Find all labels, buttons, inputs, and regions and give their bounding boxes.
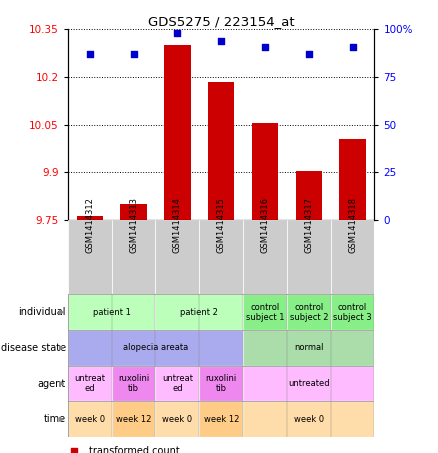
Text: agent: agent <box>38 379 66 389</box>
Text: GSM1414317: GSM1414317 <box>304 198 313 253</box>
Text: untreat
ed: untreat ed <box>162 374 193 393</box>
Bar <box>287 220 331 294</box>
Bar <box>208 82 234 220</box>
Bar <box>243 294 287 330</box>
Point <box>305 51 312 58</box>
Bar <box>155 366 199 401</box>
Bar <box>243 220 287 294</box>
Text: untreat
ed: untreat ed <box>74 374 105 393</box>
Bar <box>199 366 243 401</box>
Bar <box>112 401 155 437</box>
Bar <box>68 366 112 401</box>
Bar <box>331 294 374 330</box>
Bar <box>68 401 112 437</box>
Text: transformed count: transformed count <box>89 446 180 453</box>
Text: GSM1414318: GSM1414318 <box>348 198 357 253</box>
Title: GDS5275 / 223154_at: GDS5275 / 223154_at <box>148 15 294 28</box>
Bar <box>77 216 103 220</box>
Text: ruxolini
tib: ruxolini tib <box>205 374 237 393</box>
Bar <box>243 401 374 437</box>
Text: control
subject 2: control subject 2 <box>290 303 328 322</box>
Point <box>218 37 225 44</box>
Text: week 0: week 0 <box>162 415 192 424</box>
Bar <box>243 330 374 366</box>
Text: untreated: untreated <box>288 379 330 388</box>
Text: GSM1414315: GSM1414315 <box>217 198 226 253</box>
Point <box>86 51 93 58</box>
Bar <box>296 171 322 220</box>
Text: GSM1414314: GSM1414314 <box>173 198 182 253</box>
Text: ruxolini
tib: ruxolini tib <box>118 374 149 393</box>
Bar <box>68 220 112 294</box>
Text: control
subject 3: control subject 3 <box>333 303 372 322</box>
Bar <box>120 204 147 220</box>
Text: control
subject 1: control subject 1 <box>246 303 284 322</box>
Bar <box>155 220 199 294</box>
Text: patient 1: patient 1 <box>93 308 131 317</box>
Bar <box>243 366 374 401</box>
Text: week 0: week 0 <box>294 415 324 424</box>
Text: normal: normal <box>294 343 324 352</box>
Text: GSM1414313: GSM1414313 <box>129 198 138 253</box>
Bar <box>287 294 331 330</box>
Bar <box>339 139 366 220</box>
Bar <box>199 220 243 294</box>
Bar <box>252 123 278 220</box>
Text: week 12: week 12 <box>204 415 239 424</box>
Text: week 0: week 0 <box>75 415 105 424</box>
Bar <box>155 294 243 330</box>
Text: disease state: disease state <box>0 343 66 353</box>
Bar <box>68 330 243 366</box>
Text: individual: individual <box>18 307 66 317</box>
Bar <box>199 401 243 437</box>
Bar <box>331 220 374 294</box>
Text: patient 2: patient 2 <box>180 308 218 317</box>
Text: GSM1414312: GSM1414312 <box>85 198 94 253</box>
Bar <box>155 401 199 437</box>
Text: time: time <box>43 414 66 424</box>
Point <box>174 29 181 37</box>
Point <box>130 51 137 58</box>
Point <box>261 43 268 50</box>
Bar <box>112 366 155 401</box>
Text: alopecia areata: alopecia areata <box>123 343 188 352</box>
Point <box>71 447 78 453</box>
Text: week 12: week 12 <box>116 415 151 424</box>
Bar <box>164 45 191 220</box>
Bar <box>112 220 155 294</box>
Point <box>349 43 356 50</box>
Bar <box>68 294 155 330</box>
Text: GSM1414316: GSM1414316 <box>261 198 269 253</box>
